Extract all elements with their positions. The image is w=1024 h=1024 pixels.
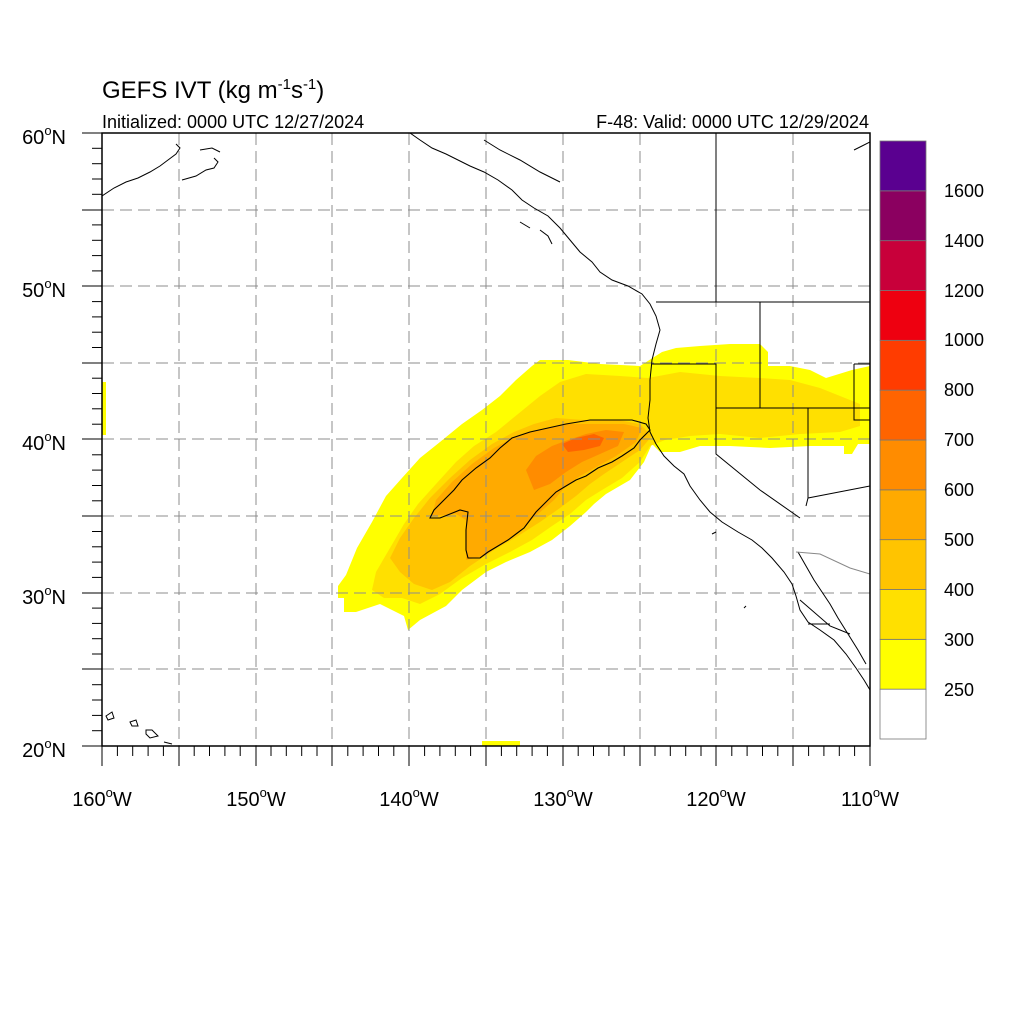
colorbar-label-250: 250 <box>944 680 974 700</box>
colorbar-label-700: 700 <box>944 430 974 450</box>
init-time-label: Initialized: 0000 UTC 12/27/2024 <box>102 112 364 132</box>
mexico-state-borders <box>799 599 851 635</box>
colorbar-box-9 <box>879 240 927 291</box>
map-area <box>102 133 870 746</box>
colorbar-label-600: 600 <box>944 480 974 500</box>
lon-label-120w: 120oW <box>686 785 746 811</box>
lon-label-160w: 160oW <box>72 785 132 811</box>
political-borders <box>483 133 870 635</box>
axis-ticks <box>82 132 871 766</box>
lat-labels: 20oN 30oN 40oN 50oN 60oN <box>22 123 66 762</box>
ivt-contour-500 <box>429 419 651 559</box>
lat-label-30n: 30oN <box>22 583 66 609</box>
lat-label-40n: 40oN <box>22 429 66 455</box>
colorbar-box-3 <box>879 539 927 590</box>
colorbar-label-1400: 1400 <box>944 231 984 251</box>
alaska-coastline <box>102 143 221 197</box>
valid-time-label: F-48: Valid: 0000 UTC 12/29/2024 <box>596 112 869 132</box>
lat-label-50n: 50oN <box>22 276 66 302</box>
colorbar-labels: 1600 1400 1200 1000 800 700 600 500 400 … <box>944 181 984 700</box>
lon-labels: 160oW 150oW 140oW 130oW 120oW 110oW <box>72 785 899 811</box>
figure-title: GEFS IVT (kg m-1s-1) <box>102 76 324 104</box>
colorbar-box-10 <box>879 190 927 242</box>
colorbar-box-1 <box>879 638 927 690</box>
us-mexico-border <box>795 551 870 575</box>
canada-us-border <box>656 133 870 303</box>
lon-label-110w: 110oW <box>841 785 899 811</box>
colorbar-box-2 <box>879 589 927 640</box>
minor-ticks <box>92 147 856 756</box>
colorbar-box-6 <box>879 389 927 441</box>
lon-label-140w: 140oW <box>379 785 439 811</box>
colorbar-box-11 <box>879 140 927 192</box>
state-borders <box>652 302 870 519</box>
colorbar-box-0 <box>879 688 927 740</box>
alaska-canada-border <box>483 139 561 183</box>
colorbar-box-5 <box>879 439 927 491</box>
colorbar-label-800: 800 <box>944 380 974 400</box>
north-america-coastline <box>409 133 870 691</box>
colorbar-box-7 <box>879 339 927 391</box>
colorbar-label-400: 400 <box>944 580 974 600</box>
colorbar-box-4 <box>879 489 927 541</box>
colorbar-label-1200: 1200 <box>944 281 984 301</box>
coastlines <box>102 133 870 745</box>
colorbar-label-500: 500 <box>944 530 974 550</box>
colorbar-label-300: 300 <box>944 630 974 650</box>
lon-label-130w: 130oW <box>533 785 593 811</box>
lon-label-150w: 150oW <box>226 785 286 811</box>
baja-peninsula-coastline <box>797 551 867 665</box>
ivt-shading <box>102 344 870 746</box>
lat-label-20n: 20oN <box>22 736 66 762</box>
lat-label-60n: 60oN <box>22 123 66 149</box>
islands-coastline <box>105 141 870 745</box>
colorbar-box-8 <box>879 290 927 341</box>
colorbar-label-1000: 1000 <box>944 330 984 350</box>
colorbar-label-1600: 1600 <box>944 181 984 201</box>
colorbar <box>879 140 927 740</box>
